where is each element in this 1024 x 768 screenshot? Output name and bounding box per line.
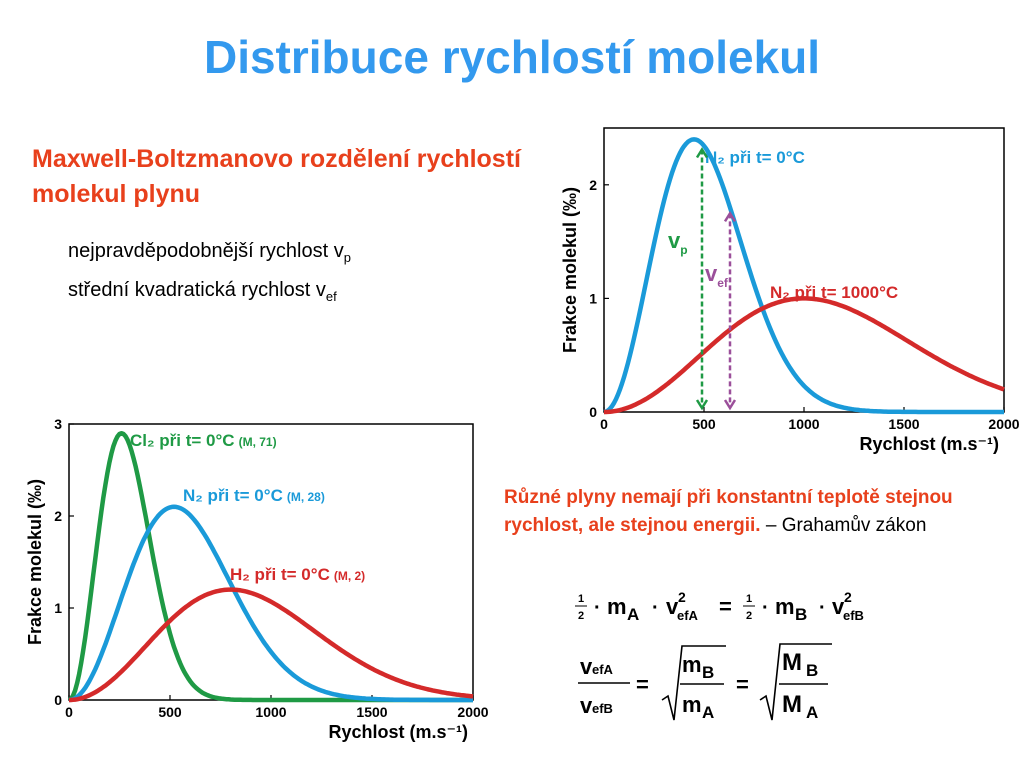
y-tick-label: 2 (589, 177, 597, 193)
mass-a-sub: A (627, 605, 639, 624)
x-tick-label: 2000 (457, 704, 488, 720)
ratio-molar-b: M (782, 649, 802, 676)
series-line (68, 504, 474, 703)
series-label: H₂ při t= 0°C (M, 2) (230, 565, 365, 584)
speed-marker-sub: p (680, 243, 687, 257)
half-denominator: 2 (746, 610, 752, 622)
series-line (68, 587, 474, 703)
x-tick-label: 0 (600, 416, 608, 432)
plot-frame (603, 127, 1005, 413)
ratio-molar-a-sub: A (806, 703, 818, 722)
speed-marker-sub: ef (717, 276, 729, 290)
plot-frame (68, 423, 474, 701)
y-tick-label: 1 (54, 600, 62, 616)
y-tick-label: 3 (54, 416, 62, 432)
mass-b: m (775, 594, 795, 619)
graham-note: Různé plyny nemají při konstantní teplot… (504, 484, 1019, 540)
ratio-molar-b-sub: B (806, 661, 818, 680)
ratio-velocity-b-sub: efB (592, 701, 613, 716)
x-tick-label: 0 (65, 704, 73, 720)
mass-a: m (607, 594, 627, 619)
x-axis-label: Rychlost (m.s⁻¹) (328, 722, 468, 742)
velocity-b-sub: efB (843, 608, 864, 623)
speed-marker-label: vp (668, 228, 688, 257)
bullet-vp-text: nejpravděpodobnější rychlost v (68, 240, 344, 262)
series-label: N₂ při t= 0°C (M, 28) (183, 486, 325, 505)
bullet-vef-text: střední kvadratická rychlost v (68, 279, 326, 301)
dot: · (594, 597, 601, 619)
series-line (603, 137, 1005, 415)
y-tick-label: 0 (54, 692, 62, 708)
speed-marker-arrowhead (723, 211, 737, 223)
square-b: 2 (844, 589, 852, 605)
slide-title: Distribuce rychlostí molekul (203, 31, 821, 83)
ratio-molar-a: M (782, 691, 802, 718)
series-line (603, 296, 1005, 415)
speed-marker-label: vef (705, 261, 729, 290)
chart-temperature-body: 0 500 1000 1500 2000 0 1 2 Rychlost (m.s⁻¹) Frakc… (560, 127, 1020, 454)
x-tick-label: 500 (158, 704, 182, 720)
chart-temperature: 0 500 1000 1500 2000 0 1 2 Rychlost (m.s⁻¹) Frakc… (560, 127, 1020, 454)
y-axis-label: Frakce molekul (‰) (560, 187, 580, 353)
chart-gases-body: 0 500 1000 1500 2000 0 1 2 3 Rychlost (m.s⁻¹) Frak… (25, 416, 489, 742)
y-tick-label: 1 (589, 290, 597, 306)
dot: · (652, 597, 659, 619)
ratio-mass-a-sub: A (702, 703, 714, 722)
series-label: N₂ při t= 0°C (705, 148, 805, 167)
bullet-vp: nejpravděpodobnější rychlost vp (68, 240, 351, 269)
velocity-a: v (666, 594, 679, 619)
x-tick-label: 2000 (988, 416, 1019, 432)
x-tick-label: 1000 (788, 416, 819, 432)
bullet-vp-sub: p (343, 250, 351, 265)
half-denominator: 2 (578, 610, 584, 622)
ratio-velocity-a: v (580, 654, 593, 679)
series-label: Cl₂ při t= 0°C (M, 71) (130, 431, 277, 450)
square-a: 2 (678, 589, 686, 605)
series-mass: (M, 71) (239, 435, 277, 449)
equals: = (636, 672, 649, 697)
equals: = (736, 672, 749, 697)
half-numerator: 1 (578, 593, 584, 605)
x-tick-label: 1000 (255, 704, 286, 720)
sqrt-symbol-mass (661, 645, 726, 721)
chart-gases: 0 500 1000 1500 2000 0 1 2 3 Rychlost (m.s⁻¹) Frak… (25, 416, 489, 742)
series-label: N₂ při t= 1000°C (770, 283, 898, 302)
velocity-b: v (832, 594, 845, 619)
x-tick-label: 1500 (356, 704, 387, 720)
series-mass: (M, 28) (287, 490, 325, 504)
dot: · (819, 597, 826, 619)
section-heading: Maxwell-Boltzmanovo rozdělení rychlostí … (32, 145, 521, 208)
y-axis-label: Frakce molekul (‰) (25, 479, 45, 645)
ratio-mass-b: m (682, 652, 702, 677)
bullet-vef: střední kvadratická rychlost vef (68, 279, 337, 308)
y-tick-label: 0 (589, 404, 597, 420)
ratio-velocity-b: v (580, 693, 593, 718)
speed-marker-arrowhead (695, 147, 709, 159)
bullet-vef-sub: ef (325, 289, 337, 304)
graham-formulas: 1 2 · m A · v 2 efA = 1 2 · m B · v 2 ef… (575, 589, 864, 722)
series-mass: (M, 2) (334, 569, 365, 583)
speed-marker-arrowhead (695, 399, 709, 411)
ratio-mass-a: m (682, 692, 702, 717)
graham-note-bold: Různé plyny nemají při konstantní teplot… (504, 487, 953, 536)
ratio-velocity-a-sub: efA (592, 662, 614, 677)
x-tick-label: 1500 (888, 416, 919, 432)
y-tick-label: 2 (54, 508, 62, 524)
velocity-a-sub: efA (677, 608, 699, 623)
dot: · (762, 597, 769, 619)
graham-note-plain: – Grahamův zákon (760, 515, 927, 536)
equals: = (719, 594, 732, 619)
x-tick-label: 500 (692, 416, 716, 432)
sqrt-symbol-molar (759, 643, 832, 721)
x-axis-label: Rychlost (m.s⁻¹) (859, 434, 999, 454)
half-numerator: 1 (746, 593, 752, 605)
ratio-mass-b-sub: B (702, 663, 714, 682)
speed-marker-arrowhead (723, 399, 737, 411)
mass-b-sub: B (795, 605, 807, 624)
